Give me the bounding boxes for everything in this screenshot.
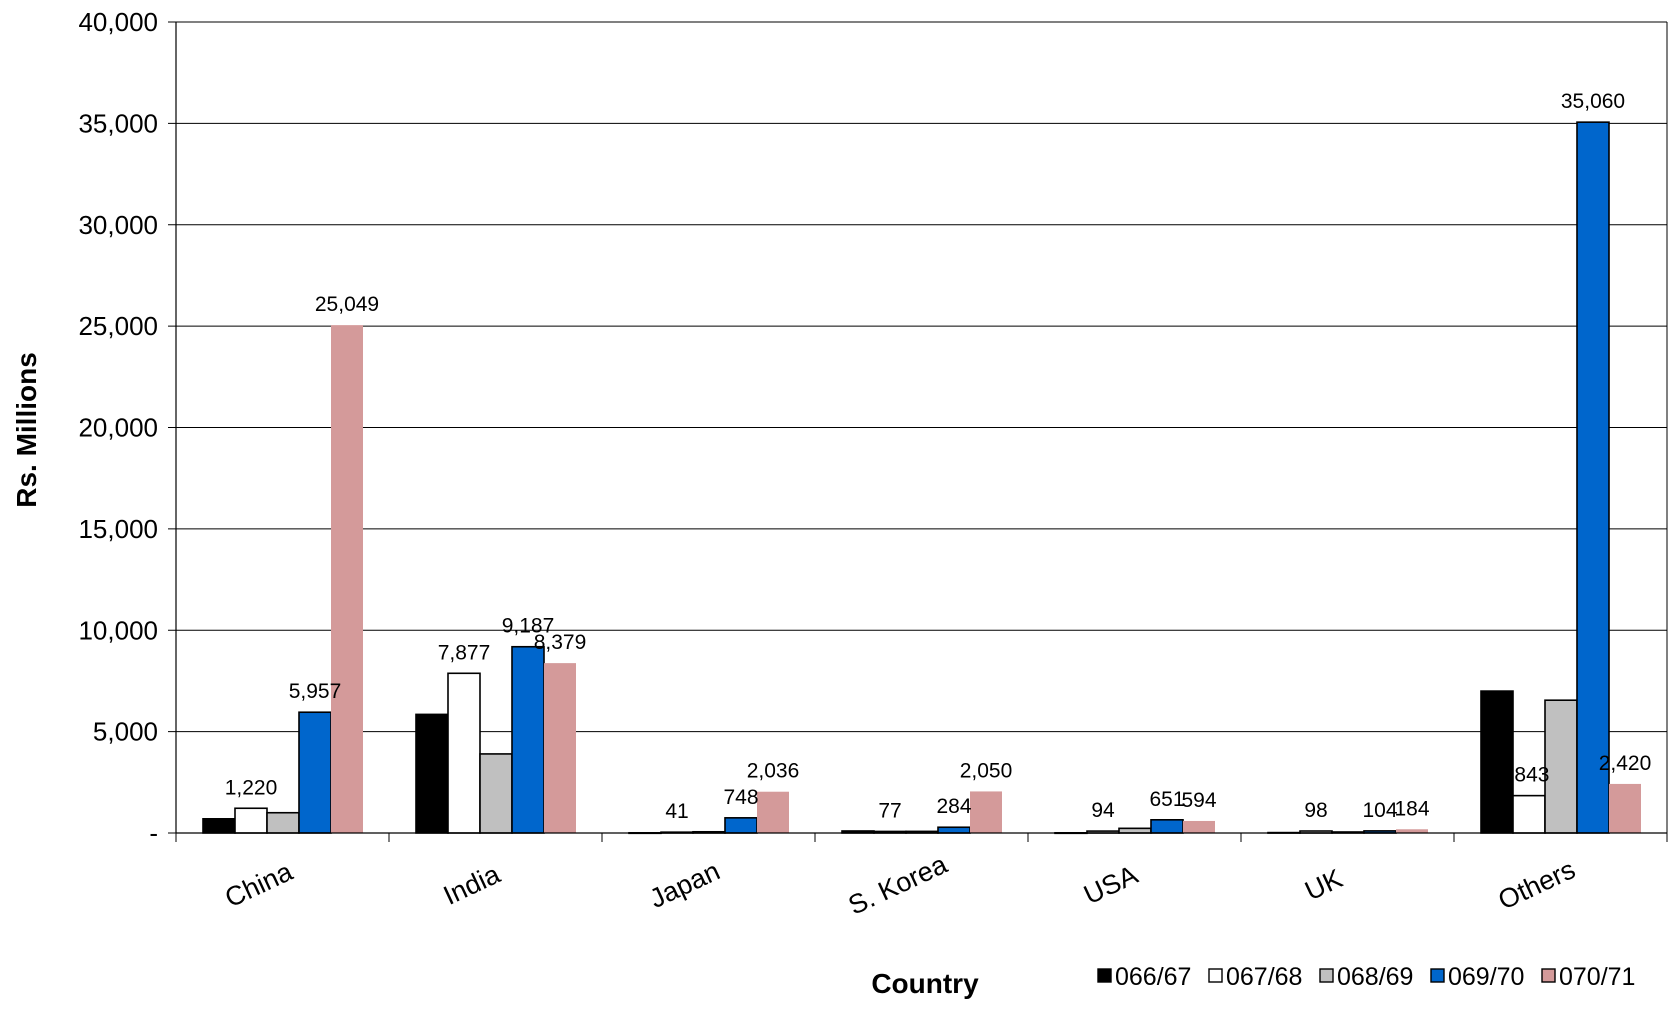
data-label: 748 [723, 786, 758, 809]
bar-069-70-skorea [937, 826, 971, 834]
legend-label-068-69: 068/69 [1337, 963, 1413, 991]
data-label: 41 [665, 800, 688, 823]
bar-068-69-others [1544, 699, 1578, 834]
data-label: 7,877 [438, 641, 491, 664]
bars [202, 121, 1641, 835]
data-label: 594 [1181, 789, 1216, 812]
data-label: 2,050 [960, 759, 1013, 782]
data-label: 94 [1091, 799, 1115, 822]
y-tick-label: 25,000 [78, 311, 158, 341]
data-label: 651 [1149, 788, 1184, 811]
bar-070-71-usa [1183, 820, 1215, 833]
y-tick-label: 5,000 [93, 717, 158, 747]
legend-swatch-067-68 [1208, 968, 1223, 983]
bar-069-70-japan [724, 817, 758, 834]
legend-label-070-71: 070/71 [1559, 963, 1635, 991]
y-tick-label: 20,000 [78, 413, 158, 443]
bar-070-71-others [1609, 783, 1641, 833]
data-label: 184 [1394, 797, 1429, 820]
data-label: 5,957 [289, 680, 342, 703]
y-tick-label: 15,000 [78, 514, 158, 544]
bar-066-67-china [202, 818, 236, 834]
bar-067-68-china [234, 807, 268, 834]
data-label: 104 [1362, 799, 1397, 822]
bar-068-69-usa [1118, 827, 1152, 834]
bar-070-71-japan [757, 791, 789, 833]
x-tick-label: Japan [645, 856, 724, 914]
y-tick-label: - [149, 818, 158, 848]
bar-070-71-china [331, 325, 363, 833]
bar-070-71-india [544, 663, 576, 833]
bar-069-70-india [511, 645, 545, 834]
x-axis-title: Country [871, 968, 979, 999]
data-label: ,843 [1509, 764, 1550, 787]
bar-066-67-others [1480, 690, 1514, 834]
x-tick-label: UK [1300, 863, 1347, 906]
y-axis-title: Rs. Millions [11, 352, 42, 508]
bar-070-71-uk [1396, 829, 1428, 833]
data-label: 25,049 [315, 293, 379, 316]
legend: 066/67 067/68 068/69 069/70 070/71 [1097, 963, 1635, 991]
x-tick-label: Others [1494, 854, 1580, 915]
bar-067-68-india [447, 672, 481, 834]
legend-swatch-070-71 [1541, 968, 1556, 983]
data-label: 35,060 [1561, 90, 1625, 113]
y-tick-label: 30,000 [78, 210, 158, 240]
y-tick-label: 10,000 [78, 615, 158, 645]
bar-069-70-usa [1150, 819, 1184, 834]
bar-068-69-china [266, 811, 300, 834]
legend-swatch-069-70 [1430, 968, 1445, 983]
x-tick-label: China [220, 856, 298, 913]
legend-label-066-67: 066/67 [1115, 963, 1191, 991]
data-label: 8,379 [534, 631, 587, 654]
y-tick-label: 40,000 [78, 7, 158, 37]
data-label: 9,187 [502, 615, 555, 638]
x-tick-label: India [439, 858, 506, 910]
bar-070-71-skorea [970, 791, 1002, 833]
bar-069-70-china [298, 711, 332, 834]
data-label: 2,420 [1599, 752, 1652, 775]
bar-067-68-others [1512, 794, 1546, 834]
legend-label-067-68: 067/68 [1226, 963, 1302, 991]
bar-066-67-india [415, 713, 449, 834]
gridlines [176, 21, 1667, 733]
x-tick-label: S. Korea [844, 849, 953, 921]
legend-swatch-068-69 [1319, 968, 1334, 983]
y-tick-label: 35,000 [78, 108, 158, 138]
data-label: 1,220 [225, 776, 278, 799]
data-label: 284 [936, 795, 971, 818]
legend-label-069-70: 069/70 [1448, 963, 1524, 991]
x-tick-label: USA [1079, 860, 1142, 911]
bar-068-69-india [479, 753, 513, 834]
legend-swatch-066-67 [1097, 968, 1112, 983]
data-label: 77 [878, 799, 901, 822]
bar-069-70-others [1576, 121, 1610, 834]
data-label: 98 [1304, 799, 1327, 822]
data-label: 2,036 [747, 760, 800, 783]
